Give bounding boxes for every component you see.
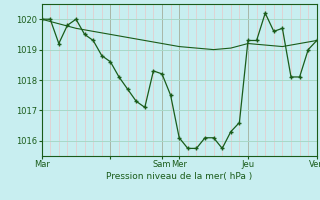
X-axis label: Pression niveau de la mer( hPa ): Pression niveau de la mer( hPa ) (106, 172, 252, 181)
